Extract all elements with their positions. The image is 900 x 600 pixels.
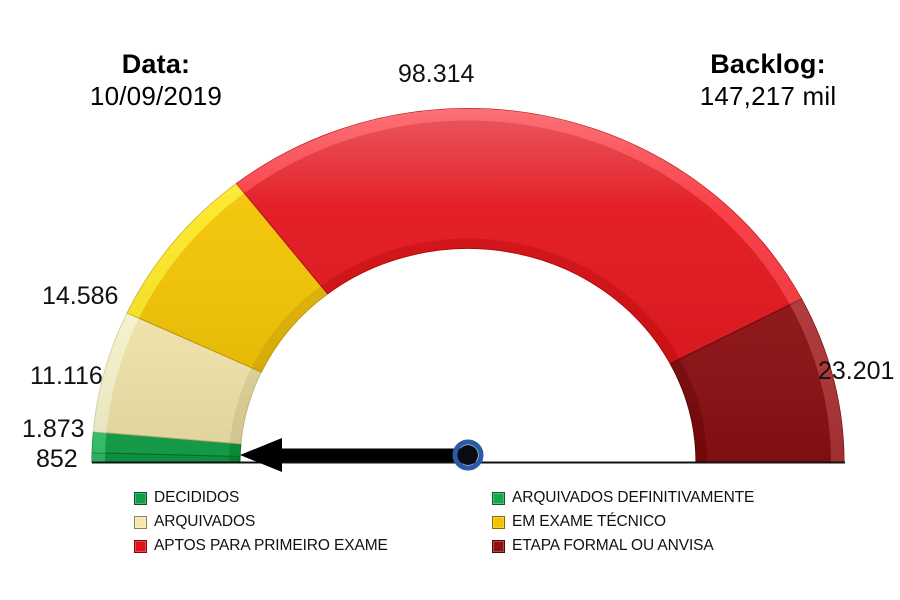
value-label-em-exame-tecnico: 14.586 bbox=[42, 282, 118, 311]
needle-hub bbox=[458, 445, 478, 465]
legend-label: APTOS PARA PRIMEIRO EXAME bbox=[154, 537, 388, 555]
legend-label: EM EXAME TÉCNICO bbox=[512, 513, 666, 531]
gauge-chart-canvas: Data: 10/09/2019 Backlog: 147,217 mil bbox=[0, 0, 900, 600]
legend-swatch bbox=[134, 540, 147, 553]
legend-label: ARQUIVADOS bbox=[154, 513, 255, 531]
legend-item: ARQUIVADOS bbox=[134, 510, 464, 534]
chart-legend: DECIDIDOS ARQUIVADOS DEFINITIVAMENTE ARQUI… bbox=[134, 486, 824, 558]
legend-item: APTOS PARA PRIMEIRO EXAME bbox=[134, 534, 464, 558]
value-label-etapa-formal-anvisa: 23.201 bbox=[818, 357, 894, 386]
value-label-decididos: 852 bbox=[36, 445, 78, 474]
value-label-aptos-primeiro-exame: 98.314 bbox=[398, 60, 474, 89]
legend-swatch bbox=[492, 540, 505, 553]
legend-swatch bbox=[492, 492, 505, 505]
legend-item: ARQUIVADOS DEFINITIVAMENTE bbox=[492, 486, 822, 510]
legend-item: EM EXAME TÉCNICO bbox=[492, 510, 822, 534]
legend-swatch bbox=[492, 516, 505, 529]
value-label-arquivados: 11.116 bbox=[30, 362, 103, 391]
legend-swatch bbox=[134, 492, 147, 505]
legend-label: ARQUIVADOS DEFINITIVAMENTE bbox=[512, 489, 754, 507]
value-label-arquivados-definitivamente: 1.873 bbox=[22, 415, 85, 444]
gauge-needle bbox=[240, 438, 481, 472]
legend-label: DECIDIDOS bbox=[154, 489, 239, 507]
legend-label: ETAPA FORMAL OU ANVISA bbox=[512, 537, 714, 555]
legend-item: ETAPA FORMAL OU ANVISA bbox=[492, 534, 822, 558]
legend-item: DECIDIDOS bbox=[134, 486, 464, 510]
gauge-gloss bbox=[92, 109, 844, 463]
legend-swatch bbox=[134, 516, 147, 529]
gauge-gloss-overlay bbox=[92, 109, 844, 463]
